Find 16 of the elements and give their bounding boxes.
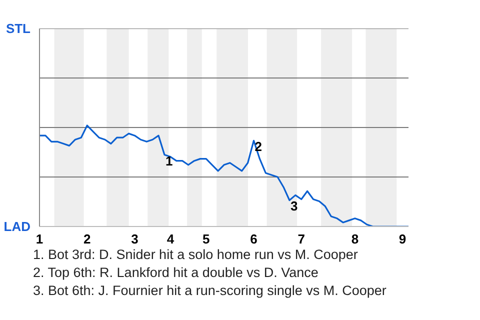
- x-tick-label: 4: [166, 232, 175, 246]
- text: 1. Bot 3rd: D. Snider hit a solo home run vs M. Cooper: [33, 247, 358, 262]
- x-tick-label: 9: [398, 232, 406, 246]
- x-tick-label: 2: [84, 232, 91, 246]
- text: STL: [6, 21, 31, 36]
- annotation: 3: [290, 198, 298, 214]
- text: LAD: [4, 219, 30, 234]
- x-tick-label: 3: [131, 232, 138, 246]
- text: 2. Top 6th: R. Lankford hit a double vs D. Vance: [33, 265, 318, 280]
- x-tick-label: 6: [250, 232, 258, 246]
- x-tick-label: 1: [36, 232, 44, 246]
- text: 3. Bot 6th: J. Fournier hit a run-scoring single vs M. Cooper: [33, 283, 386, 298]
- x-tick-label: 8: [351, 232, 359, 246]
- x-tick-label: 7: [298, 232, 305, 246]
- annotation: 1: [165, 153, 173, 168]
- x-tick-label: 5: [202, 232, 210, 246]
